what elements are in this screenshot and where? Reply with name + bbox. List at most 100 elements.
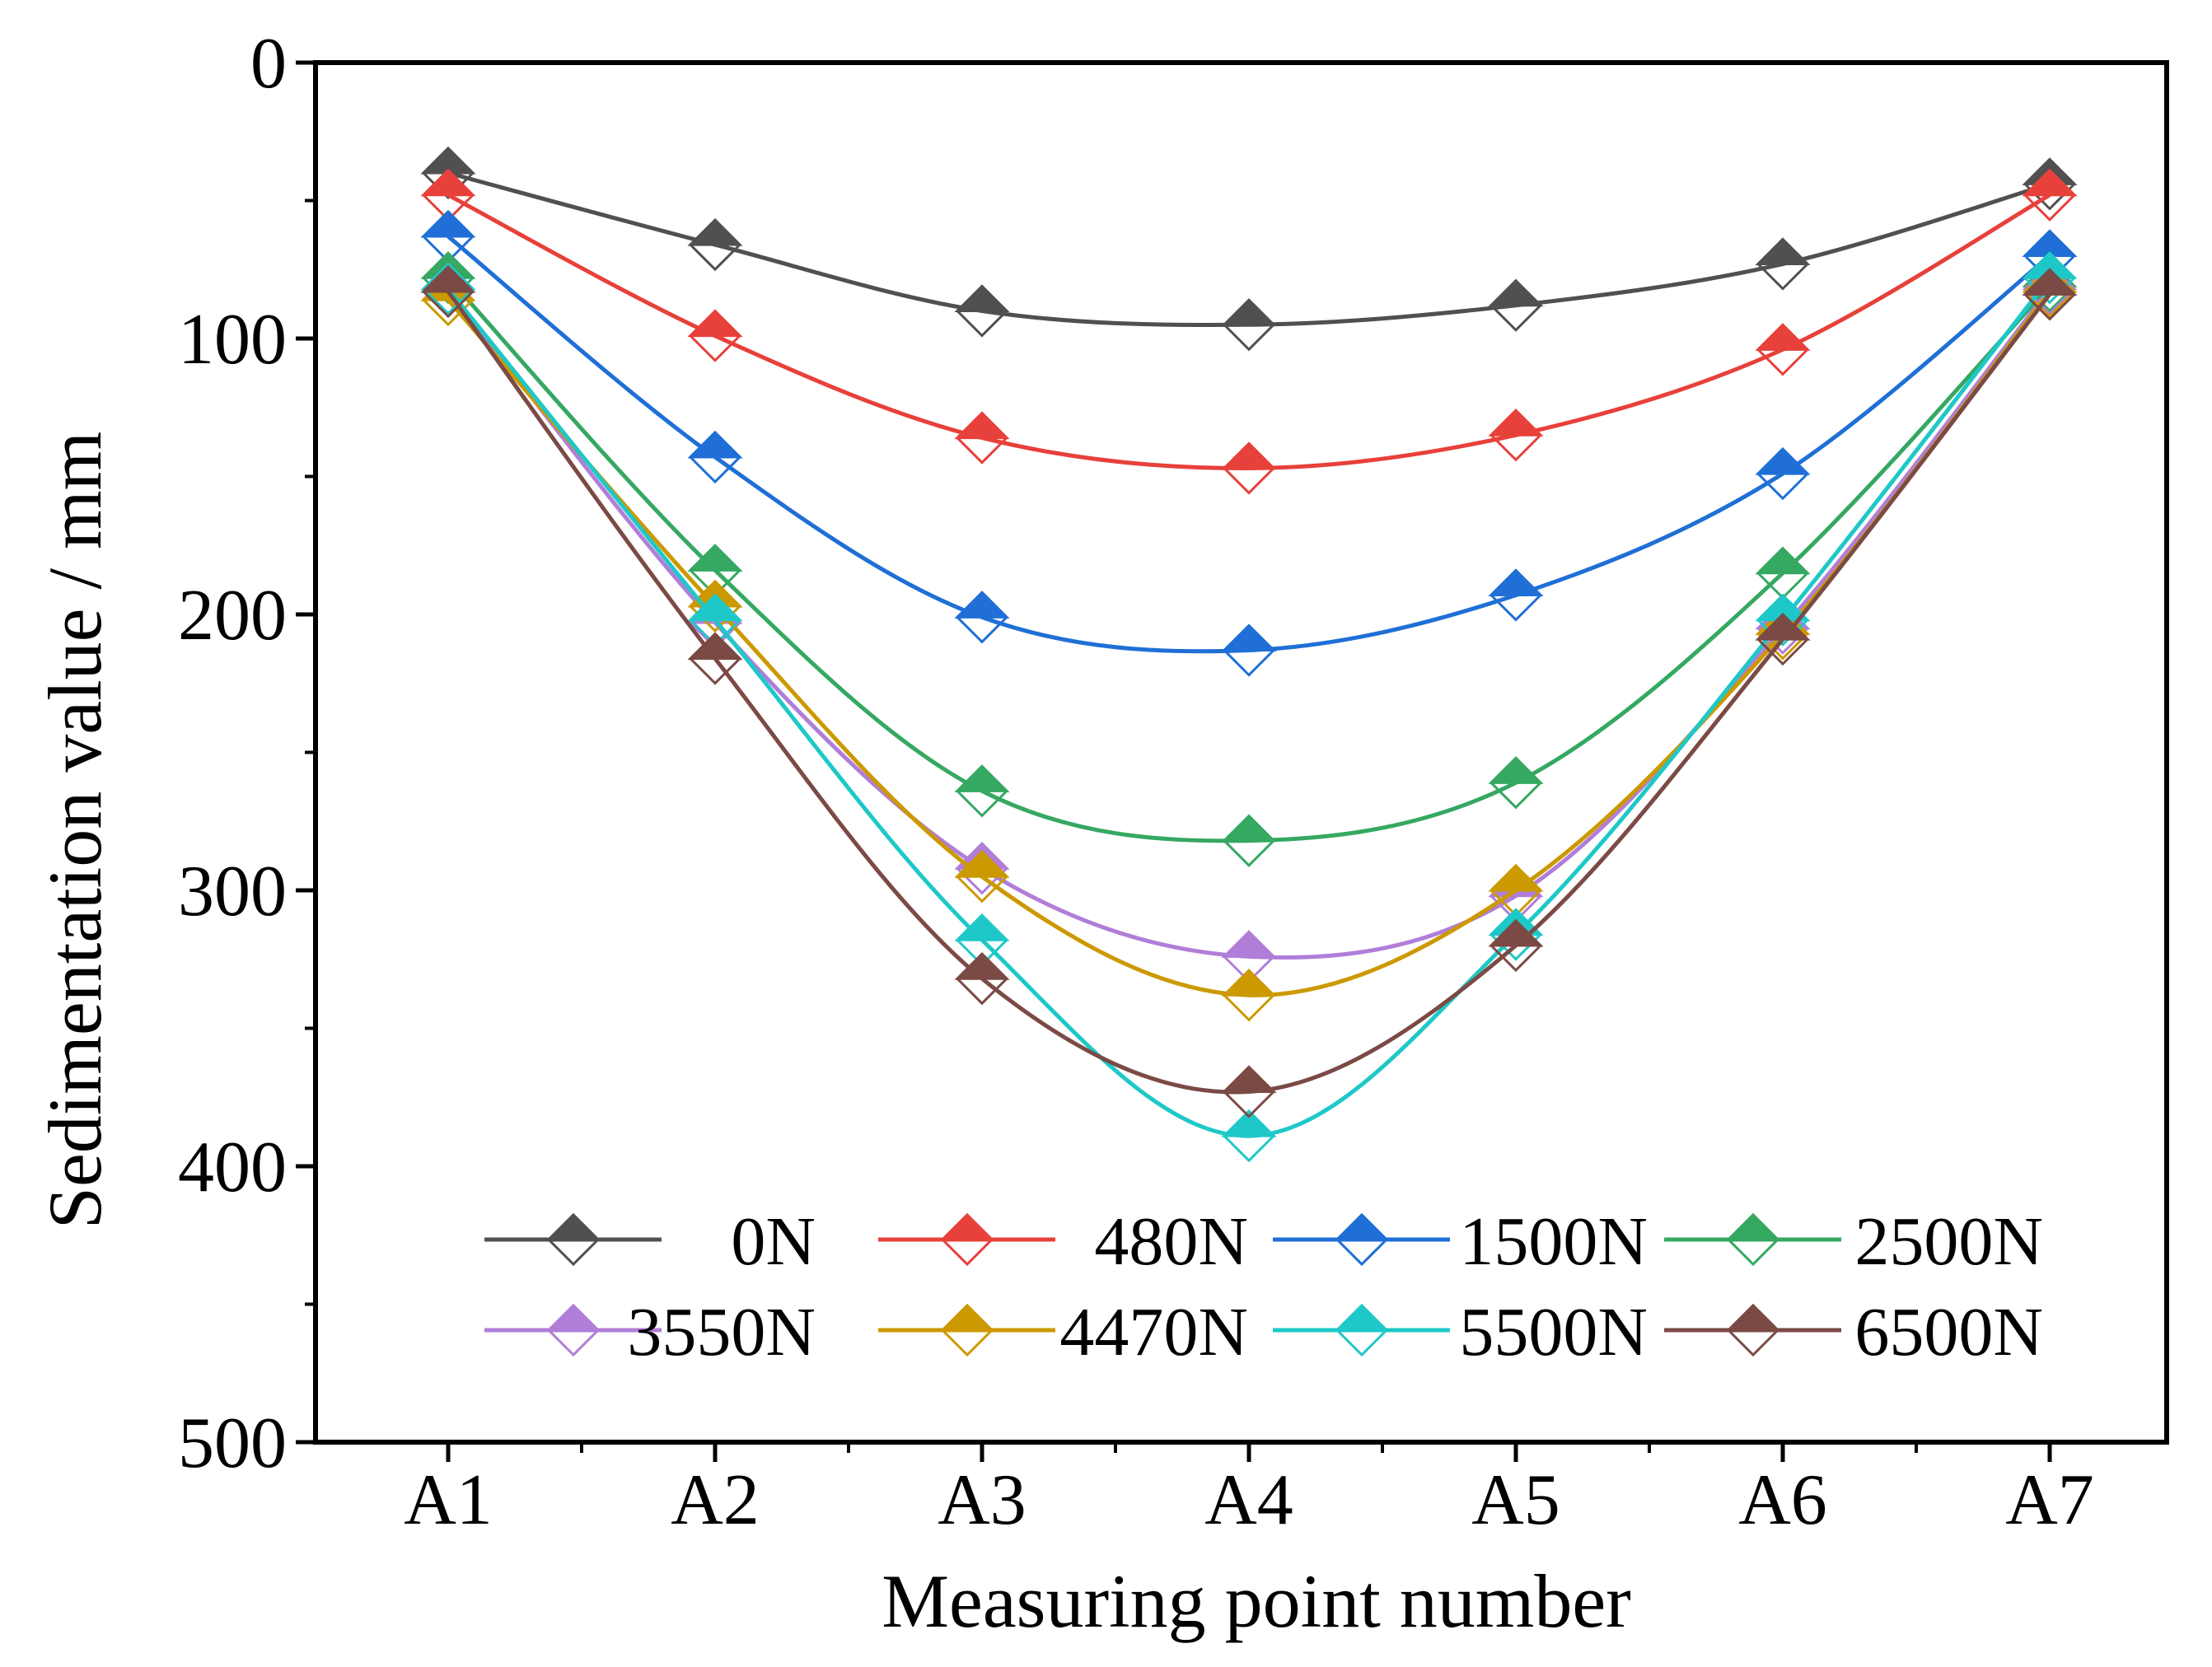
legend-label: 5500N	[1459, 1294, 1648, 1370]
marker-top-half	[1221, 441, 1277, 469]
marker-outline	[1222, 814, 1276, 867]
marker-top-half	[1488, 756, 1544, 784]
data-point-a7	[2022, 268, 2078, 321]
marker-outline	[955, 591, 1009, 644]
marker-outline	[421, 146, 475, 200]
data-point-a4	[1221, 814, 1277, 867]
legend-item-0n: 0N	[484, 1203, 816, 1280]
marker-outline	[688, 430, 742, 484]
marker-outline	[1489, 568, 1543, 622]
marker-top-half	[687, 217, 743, 246]
marker-top-half	[545, 1212, 601, 1241]
legend-item-480n: 480N	[878, 1203, 1248, 1280]
data-point-a4	[1221, 441, 1277, 495]
marker-outline	[955, 842, 1009, 895]
data-point-a5	[1488, 918, 1544, 973]
marker-top-half	[1755, 237, 1811, 266]
series-line	[447, 276, 2051, 843]
data-point-a3	[954, 952, 1010, 1006]
marker-outline	[1756, 607, 1810, 661]
marker-outline	[1756, 323, 1810, 376]
legend-label: 2500N	[1854, 1203, 2043, 1280]
x-tick-label-a7: A7	[2005, 1460, 2094, 1540]
y-tick-label-300: 300	[178, 852, 287, 932]
legend-swatch-marker	[1334, 1212, 1390, 1267]
data-point-a6	[1755, 237, 1811, 291]
data-point-a4	[1221, 1065, 1277, 1118]
marker-top-half	[1725, 1303, 1781, 1332]
x-axis-title: Measuring point number	[882, 1559, 1631, 1643]
marker-outline	[2023, 264, 2077, 319]
legend-label: 0N	[731, 1203, 816, 1280]
data-point-a6	[1755, 323, 1811, 376]
marker-outline	[2023, 262, 2077, 315]
marker-outline	[546, 1303, 601, 1357]
data-point-a4	[1221, 969, 1277, 1022]
marker-top-half	[1755, 546, 1811, 575]
marker-outline	[1756, 447, 1810, 501]
marker-outline	[1489, 756, 1543, 810]
marker-outline	[546, 1212, 601, 1267]
y-tick-label-0: 0	[250, 24, 287, 104]
marker-outline	[1335, 1212, 1389, 1267]
marker-top-half	[954, 913, 1010, 941]
marker-outline	[1489, 918, 1543, 973]
legend-swatch-marker	[1725, 1303, 1781, 1357]
marker-outline	[1726, 1303, 1780, 1357]
marker-outline	[421, 264, 475, 319]
legend: 0N 480N 1500N 2500N 3550N 4470N 5500N 6500N	[484, 1203, 2043, 1370]
y-tick-label-200: 200	[178, 576, 287, 656]
legend-label: 6500N	[1854, 1294, 2043, 1370]
marker-top-half	[1221, 298, 1277, 326]
data-point-a3	[954, 591, 1010, 644]
legend-label: 4470N	[1059, 1294, 1248, 1370]
x-tick-label-a5: A5	[1471, 1460, 1560, 1540]
ticks-layer: A1 A2 A3 A4 A5 A6 A7 0 100 200 300 400 500	[178, 24, 2094, 1540]
legend-swatch-marker	[545, 1212, 601, 1267]
legend-item-6500n: 6500N	[1664, 1294, 2043, 1370]
marker-outline	[1222, 1109, 1276, 1163]
data-point-a3	[954, 411, 1010, 465]
x-tick-label-a4: A4	[1204, 1460, 1293, 1540]
marker-outline	[688, 217, 742, 272]
data-point-a2	[687, 632, 743, 685]
marker-outline	[421, 262, 475, 315]
marker-top-half	[954, 591, 1010, 619]
marker-outline	[2023, 251, 2077, 305]
marker-top-half	[1334, 1303, 1390, 1332]
legend-label: 480N	[1094, 1203, 1248, 1280]
marker-top-half	[1221, 930, 1277, 958]
marker-top-half	[1725, 1212, 1781, 1241]
legend-item-1500n: 1500N	[1273, 1203, 1648, 1280]
x-tick-label-a1: A1	[404, 1460, 493, 1540]
data-point-a5	[1488, 756, 1544, 810]
marker-top-half	[1488, 568, 1544, 597]
legend-swatch-marker	[1334, 1303, 1390, 1357]
series-6500n	[420, 264, 2078, 1118]
data-point-a6	[1755, 447, 1811, 501]
data-point-a2	[687, 217, 743, 272]
series-480n	[420, 168, 2078, 495]
marker-top-half	[1755, 323, 1811, 351]
series-1500n	[420, 209, 2078, 677]
marker-outline	[1222, 441, 1276, 495]
y-tick-label-100: 100	[178, 300, 287, 380]
marker-top-half	[1488, 409, 1544, 437]
y-tick-label-500: 500	[178, 1403, 287, 1483]
data-point-a4	[1221, 623, 1277, 677]
legend-swatch-marker	[939, 1303, 995, 1357]
legend-item-5500n: 5500N	[1273, 1294, 1648, 1370]
marker-top-half	[687, 544, 743, 572]
legend-swatch-marker	[545, 1303, 601, 1357]
marker-outline	[940, 1303, 994, 1357]
marker-outline	[1222, 969, 1276, 1022]
marker-outline	[1756, 237, 1810, 291]
marker-outline	[2023, 157, 2077, 211]
data-point-a5	[1488, 409, 1544, 462]
marker-top-half	[545, 1303, 601, 1332]
marker-outline	[1335, 1303, 1389, 1357]
marker-outline	[1489, 278, 1543, 332]
marker-outline	[1222, 1065, 1276, 1118]
y-tick-label-400: 400	[178, 1128, 287, 1207]
